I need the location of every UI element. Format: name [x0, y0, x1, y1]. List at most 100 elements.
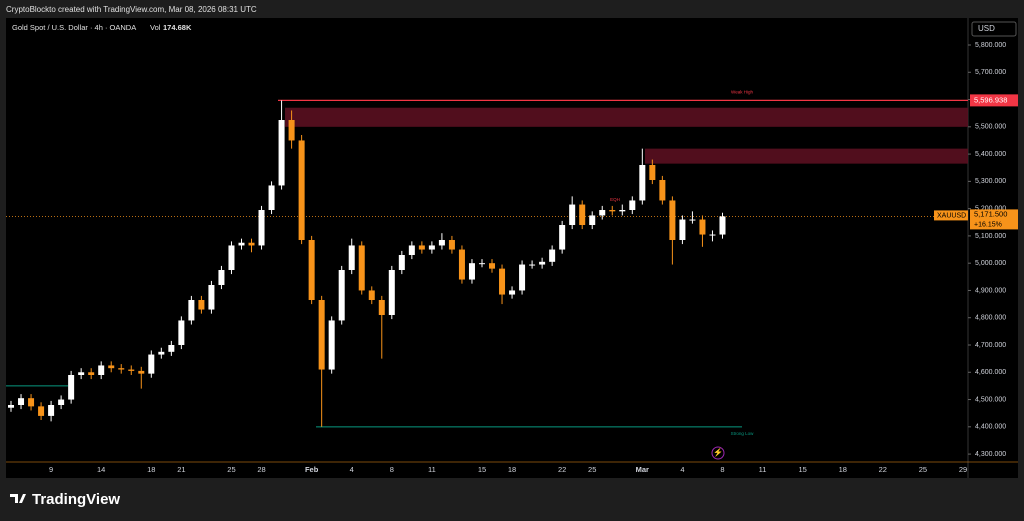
- candle-body: [709, 234, 716, 236]
- candle-body: [649, 165, 656, 180]
- candle-body: [579, 204, 586, 225]
- candle-body: [478, 263, 485, 265]
- candle-body: [228, 245, 235, 270]
- candle-body: [28, 398, 35, 407]
- weak-high-tag: [970, 94, 1018, 107]
- x-tick-label: 21: [177, 465, 185, 474]
- candle-body: [8, 405, 15, 408]
- candle-body: [358, 245, 365, 291]
- x-tick-label: 8: [390, 465, 394, 474]
- weak-high-price: 5,596.938: [974, 95, 1007, 104]
- candle-body: [348, 245, 355, 270]
- candle-body: [529, 264, 536, 266]
- y-tick-label: 5,500.000: [975, 124, 1006, 131]
- x-tick-label: 15: [798, 465, 806, 474]
- last-price: 5,171.500: [974, 209, 1007, 218]
- candle-body: [178, 320, 185, 345]
- candle-body: [288, 120, 295, 141]
- supply-zone: [645, 148, 968, 164]
- time-axis: [6, 462, 1018, 478]
- candle-body: [278, 120, 285, 186]
- candle-body: [148, 354, 155, 374]
- price-axis: [968, 18, 1018, 462]
- candle-body: [458, 249, 465, 280]
- candle-body: [78, 372, 85, 375]
- volume: 174.68K: [163, 23, 192, 32]
- y-tick-label: 4,300.000: [975, 451, 1006, 458]
- candle-body: [118, 368, 125, 370]
- event-icon-glyph: ⚡: [713, 447, 723, 457]
- candle-body: [408, 245, 415, 255]
- candle-body: [719, 216, 726, 235]
- candle-body: [318, 300, 325, 370]
- change: +16.15%: [974, 221, 1002, 228]
- x-tick-label: 11: [428, 465, 436, 474]
- candle-body: [128, 369, 135, 371]
- x-tick-label: 9: [49, 465, 53, 474]
- candle-body: [589, 215, 596, 225]
- x-tick-label: 22: [879, 465, 887, 474]
- candle-body: [468, 263, 475, 280]
- candle-body: [308, 240, 315, 300]
- candle-body: [519, 264, 526, 291]
- candle-body: [448, 240, 455, 250]
- y-tick-label: 4,600.000: [975, 369, 1006, 376]
- candle-body: [218, 270, 225, 285]
- x-tick-label: 14: [97, 465, 105, 474]
- symbol-title: Gold Spot / U.S. Dollar · 4h · OANDA: [12, 23, 136, 32]
- candle-body: [258, 210, 265, 246]
- candle-body: [599, 210, 606, 216]
- candle-body: [659, 180, 666, 201]
- x-tick-label: 8: [720, 465, 724, 474]
- y-tick-label: 4,400.000: [975, 424, 1006, 431]
- volume-label: Vol: [150, 23, 161, 32]
- y-tick-label: 4,800.000: [975, 315, 1006, 322]
- x-tick-label: Mar: [636, 465, 649, 474]
- candle-body: [208, 285, 215, 310]
- candle-body: [368, 290, 375, 300]
- eqh-label: EQH: [610, 197, 620, 202]
- strong-low-label: Strong Low: [731, 431, 755, 436]
- y-tick-label: 5,000.000: [975, 260, 1006, 267]
- x-tick-label: 4: [350, 465, 354, 474]
- candle-body: [559, 225, 566, 250]
- candle-body: [438, 240, 445, 246]
- candle-body: [428, 245, 435, 250]
- candle-body: [248, 242, 255, 246]
- event-icon[interactable]: [711, 446, 725, 460]
- candle-body: [499, 268, 506, 295]
- x-tick-label: 22: [558, 465, 566, 474]
- x-tick-label: 28: [257, 465, 265, 474]
- candle-body: [418, 245, 425, 250]
- y-tick-label: 5,700.000: [975, 69, 1006, 76]
- weak-high-label: Weak High: [731, 90, 753, 95]
- candle-body: [539, 261, 546, 265]
- candle-body: [68, 375, 75, 400]
- candle-body: [88, 372, 95, 375]
- candle-body: [388, 270, 395, 315]
- candle-body: [328, 320, 335, 370]
- currency-box[interactable]: [971, 21, 1017, 37]
- x-tick-label: 18: [839, 465, 847, 474]
- y-tick-label: 5,200.000: [975, 205, 1006, 212]
- candle-body: [629, 200, 636, 210]
- x-tick-label: 29: [959, 465, 967, 474]
- candle-body: [549, 249, 556, 262]
- candle-body: [398, 255, 405, 270]
- candle-body: [168, 345, 175, 352]
- x-tick-label: 18: [508, 465, 516, 474]
- candle-body: [338, 270, 345, 321]
- candle-body: [58, 399, 65, 405]
- y-tick-label: 5,300.000: [975, 178, 1006, 185]
- x-tick-label: 18: [147, 465, 155, 474]
- candle-body: [158, 351, 165, 355]
- price-tag: [970, 209, 1018, 230]
- x-tick-label: 25: [919, 465, 927, 474]
- supply-zone: [285, 107, 968, 127]
- candle-body: [509, 290, 516, 295]
- credit: CryptoBlockto created with TradingView.c…: [6, 5, 257, 14]
- logo-mark: [10, 494, 26, 503]
- x-tick-label: 15: [478, 465, 486, 474]
